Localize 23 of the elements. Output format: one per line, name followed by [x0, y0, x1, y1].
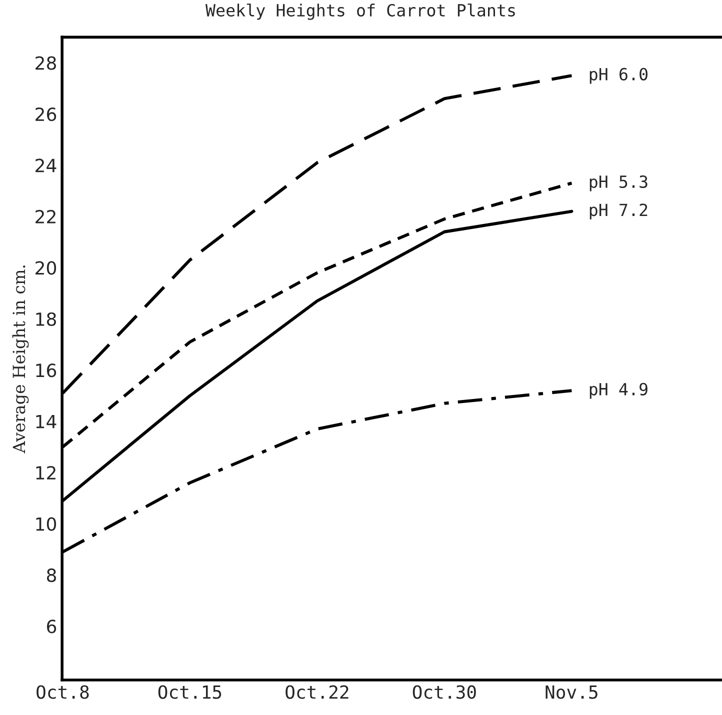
- y-tick-label: 26: [36, 107, 56, 122]
- y-tick-label: 14: [36, 415, 56, 428]
- series-label: pH 7.2: [590, 204, 648, 220]
- y-tick-label: 18: [36, 312, 56, 326]
- y-tick-label: 28: [36, 56, 56, 70]
- y-axis-title: Average Height in cm.: [12, 265, 29, 454]
- y-tick-label: 10: [36, 517, 56, 531]
- y-tick-label: 12: [36, 466, 56, 480]
- y-tick-label: 16: [36, 364, 56, 378]
- series-label: pH 4.9: [590, 382, 648, 399]
- y-tick-label: 20: [36, 261, 56, 275]
- chart-title: Weekly Heights of Carrot Plants: [205, 4, 515, 20]
- x-tick-label: Nov.5: [546, 685, 598, 699]
- y-tick-label: 22: [36, 210, 56, 224]
- x-tick-label: Oct.30: [412, 685, 476, 699]
- x-tick-label: Oct.8: [36, 685, 89, 699]
- x-tick-label: Oct.22: [286, 685, 348, 699]
- y-tick-label: 8: [46, 568, 56, 582]
- series-label: pH 5.3: [590, 175, 648, 192]
- series-label: pH 6.0: [590, 68, 648, 84]
- y-tick-label: 24: [36, 158, 56, 172]
- x-tick-label: Oct.15: [158, 685, 222, 699]
- y-tick-label: 6: [47, 620, 56, 634]
